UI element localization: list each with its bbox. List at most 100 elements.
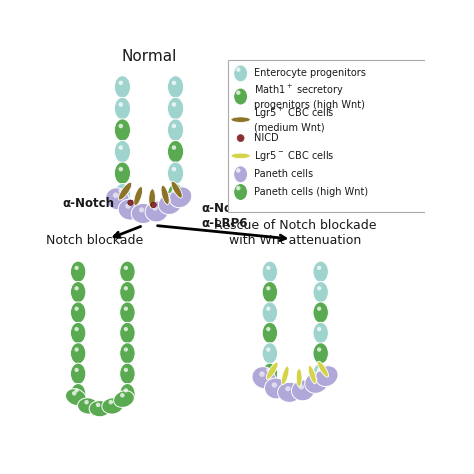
Ellipse shape <box>114 162 130 184</box>
Ellipse shape <box>167 162 183 184</box>
Ellipse shape <box>262 363 278 384</box>
Ellipse shape <box>313 322 328 344</box>
Text: Paneth cells (high Wnt): Paneth cells (high Wnt) <box>254 187 368 197</box>
Circle shape <box>266 307 271 311</box>
Ellipse shape <box>134 187 143 206</box>
Ellipse shape <box>262 261 278 283</box>
Circle shape <box>74 307 79 311</box>
Ellipse shape <box>169 187 192 208</box>
Ellipse shape <box>266 362 278 379</box>
Circle shape <box>74 266 79 270</box>
Text: Notch blockade: Notch blockade <box>46 234 144 246</box>
Circle shape <box>124 388 128 392</box>
Circle shape <box>236 67 240 72</box>
Circle shape <box>317 266 321 270</box>
Circle shape <box>166 198 171 203</box>
Ellipse shape <box>114 76 130 98</box>
Ellipse shape <box>264 378 288 399</box>
Circle shape <box>72 391 76 396</box>
Ellipse shape <box>231 153 250 158</box>
Circle shape <box>74 327 79 331</box>
Ellipse shape <box>316 366 338 387</box>
Circle shape <box>128 200 133 205</box>
Ellipse shape <box>161 185 169 205</box>
Circle shape <box>172 81 176 85</box>
Ellipse shape <box>231 117 250 122</box>
Text: Rescue of Notch blockade
with Wnt attenuation: Rescue of Notch blockade with Wnt attenu… <box>214 219 376 246</box>
Ellipse shape <box>262 302 278 323</box>
Ellipse shape <box>120 302 135 323</box>
Ellipse shape <box>313 261 328 283</box>
Circle shape <box>113 192 118 198</box>
Circle shape <box>118 167 123 172</box>
Circle shape <box>151 202 156 208</box>
Ellipse shape <box>262 282 278 303</box>
Circle shape <box>317 368 321 372</box>
Ellipse shape <box>114 140 130 163</box>
Circle shape <box>317 327 321 331</box>
Circle shape <box>172 124 176 128</box>
Ellipse shape <box>114 391 134 408</box>
Ellipse shape <box>308 365 316 384</box>
Circle shape <box>120 393 125 398</box>
Ellipse shape <box>114 119 130 141</box>
Circle shape <box>172 146 176 150</box>
Circle shape <box>124 286 128 291</box>
Circle shape <box>312 376 318 382</box>
Circle shape <box>266 327 271 331</box>
Ellipse shape <box>71 363 86 384</box>
Circle shape <box>74 286 79 291</box>
Text: Paneth cells: Paneth cells <box>254 169 313 179</box>
Ellipse shape <box>114 183 130 206</box>
Ellipse shape <box>167 119 183 141</box>
Ellipse shape <box>171 181 182 198</box>
Circle shape <box>236 168 240 173</box>
Text: Normal: Normal <box>121 49 177 64</box>
Ellipse shape <box>234 166 247 183</box>
Ellipse shape <box>71 383 86 405</box>
Ellipse shape <box>120 261 135 283</box>
Circle shape <box>152 205 158 211</box>
Circle shape <box>124 266 128 270</box>
Circle shape <box>96 402 100 407</box>
Circle shape <box>74 347 79 352</box>
Circle shape <box>176 191 182 196</box>
Ellipse shape <box>71 261 86 283</box>
Circle shape <box>139 207 144 212</box>
Ellipse shape <box>65 389 86 406</box>
Ellipse shape <box>118 199 141 220</box>
Ellipse shape <box>296 368 302 387</box>
Circle shape <box>266 286 271 291</box>
Circle shape <box>236 186 240 191</box>
Ellipse shape <box>106 188 129 210</box>
Ellipse shape <box>102 398 123 414</box>
Ellipse shape <box>120 322 135 344</box>
Circle shape <box>124 327 128 331</box>
Circle shape <box>266 368 271 372</box>
Ellipse shape <box>131 203 155 223</box>
Ellipse shape <box>167 140 183 163</box>
Ellipse shape <box>167 76 183 98</box>
Ellipse shape <box>120 383 135 405</box>
Ellipse shape <box>234 183 247 201</box>
Circle shape <box>272 383 277 388</box>
Circle shape <box>236 91 240 95</box>
Circle shape <box>118 146 123 150</box>
Circle shape <box>299 384 304 390</box>
Text: α-Notch
α-LRP6: α-Notch α-LRP6 <box>201 202 253 230</box>
Ellipse shape <box>167 183 183 206</box>
Ellipse shape <box>313 302 328 323</box>
Ellipse shape <box>71 282 86 303</box>
Ellipse shape <box>313 282 328 303</box>
Ellipse shape <box>252 367 275 389</box>
Text: α-Notch: α-Notch <box>63 197 114 210</box>
Ellipse shape <box>262 343 278 364</box>
Ellipse shape <box>282 366 289 385</box>
Circle shape <box>172 167 176 172</box>
Text: Lgr5$^+$ CBC cells
(medium Wnt): Lgr5$^+$ CBC cells (medium Wnt) <box>254 106 334 133</box>
Ellipse shape <box>167 97 183 119</box>
Circle shape <box>323 370 328 375</box>
Circle shape <box>124 347 128 352</box>
Circle shape <box>266 266 271 270</box>
Ellipse shape <box>71 302 86 323</box>
